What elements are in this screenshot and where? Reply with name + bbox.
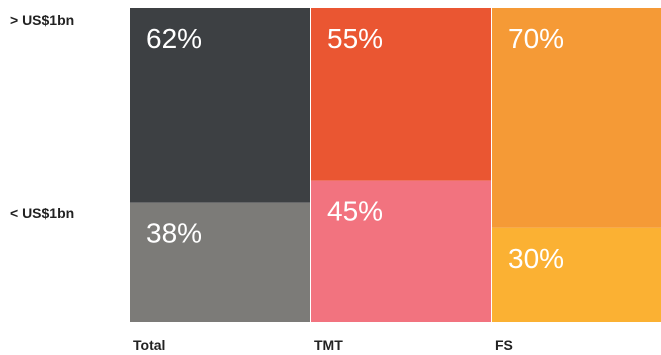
category-label-total: Total: [133, 337, 165, 353]
bar-segment-total-over-1bn: [130, 8, 310, 203]
row-label-under-1bn: < US$1bn: [10, 205, 75, 221]
bar-segment-fs-under-1bn: [492, 227, 661, 322]
bar-segment-total-under-1bn: [130, 202, 310, 322]
bar-segment-tmt-over-1bn: [311, 8, 491, 181]
data-label-total-over-1bn: 62%: [146, 23, 202, 54]
category-label-tmt: TMT: [314, 337, 343, 353]
data-label-fs-under-1bn: 30%: [508, 243, 564, 274]
bar-segment-tmt-under-1bn: [311, 180, 491, 322]
row-label-over-1bn: > US$1bn: [10, 12, 75, 28]
data-label-total-under-1bn: 38%: [146, 218, 202, 249]
bar-segment-fs-over-1bn: [492, 8, 661, 228]
data-label-tmt-over-1bn: 55%: [327, 23, 383, 54]
data-label-tmt-under-1bn: 45%: [327, 196, 383, 227]
category-label-fs: FS: [495, 337, 513, 353]
data-label-fs-over-1bn: 70%: [508, 23, 564, 54]
